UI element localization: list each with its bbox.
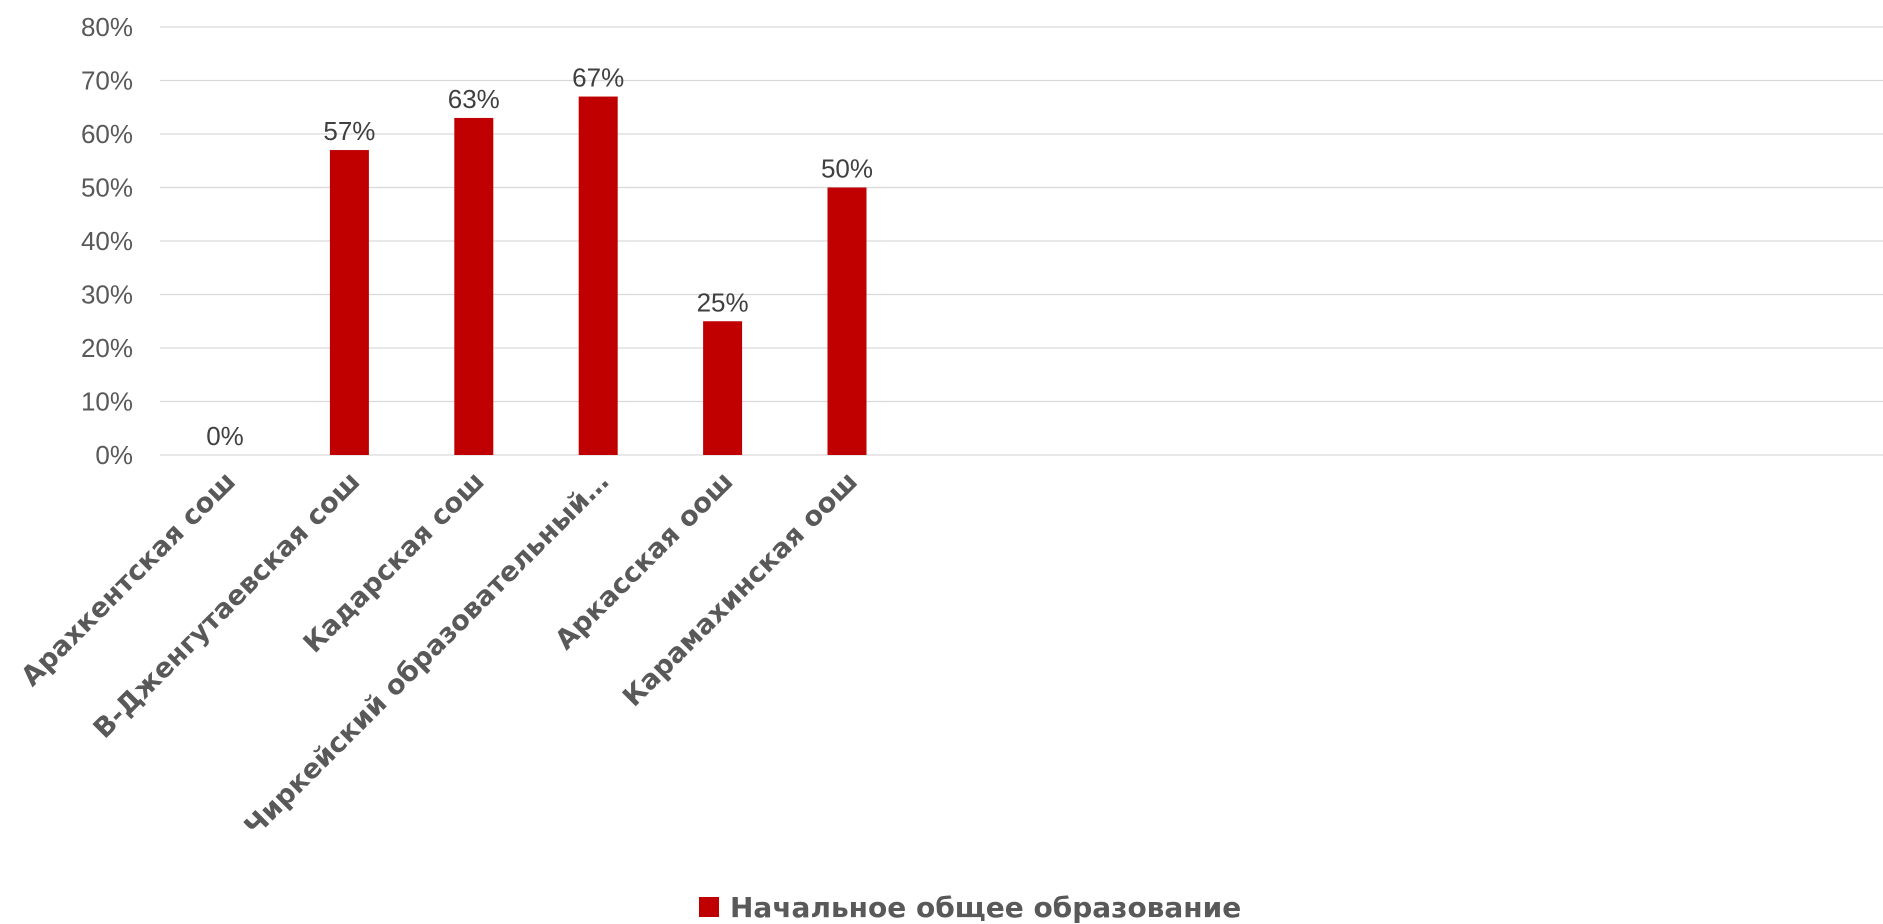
- y-tick-label: 70%: [81, 66, 133, 96]
- y-tick-label: 80%: [81, 12, 133, 42]
- data-label: 67%: [572, 63, 624, 93]
- y-tick-label: 10%: [81, 387, 133, 417]
- data-label: 57%: [323, 116, 375, 146]
- data-label: 50%: [821, 154, 873, 184]
- y-tick-label: 60%: [81, 119, 133, 149]
- data-label: 63%: [448, 84, 500, 114]
- legend-label: Начальное общее образование: [730, 891, 1241, 924]
- bar: [329, 150, 369, 456]
- data-label: 0%: [206, 421, 244, 451]
- y-tick-label: 20%: [81, 333, 133, 363]
- category-label: В-Дженгутаевская сош: [88, 466, 367, 745]
- y-axis-tick-labels: 0% 10% 20% 30% 40% 50% 60% 70% 80%: [81, 12, 133, 470]
- y-tick-label: 40%: [81, 226, 133, 256]
- y-tick-label: 30%: [81, 280, 133, 310]
- y-tick-label: 0%: [95, 440, 133, 470]
- category-label: Арахкентская сош: [15, 466, 242, 693]
- bars: [329, 96, 867, 456]
- bar: [454, 117, 494, 455]
- legend: Начальное общее образование: [699, 891, 1241, 924]
- category-label: Карамахинская оош: [617, 466, 864, 713]
- legend-swatch: [699, 897, 719, 917]
- data-labels: 0% 57% 63% 67% 25% 50%: [206, 63, 873, 451]
- bar: [578, 96, 618, 456]
- bar: [703, 321, 743, 455]
- y-tick-label: 50%: [81, 173, 133, 203]
- data-label: 25%: [697, 287, 749, 317]
- gridlines: [160, 26, 1883, 456]
- bar: [827, 187, 867, 455]
